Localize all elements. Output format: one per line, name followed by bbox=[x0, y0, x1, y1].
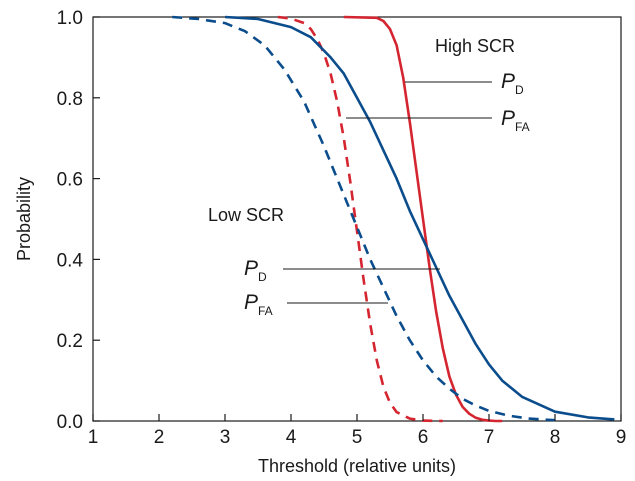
x-tick-label: 9 bbox=[616, 427, 627, 448]
high-scr-label: High SCR bbox=[435, 36, 515, 56]
x-tick-label: 7 bbox=[484, 427, 495, 448]
plot-frame bbox=[92, 16, 622, 422]
x-tick-label: 3 bbox=[220, 427, 231, 448]
y-tick-label: 0.4 bbox=[57, 250, 84, 271]
axes-layer: 1 2 3 4 5 6 7 8 9 0.0 0.2 0.4 0.6 0.8 1.0 bbox=[57, 8, 627, 448]
label-high-pfa-subscript: FA bbox=[515, 120, 530, 134]
series-layer bbox=[172, 15, 615, 423]
x-tick-label: 2 bbox=[154, 427, 165, 448]
x-tick-label: 5 bbox=[352, 427, 363, 448]
label-high-pd-subscript: D bbox=[515, 83, 524, 97]
y-tick-label: 0.8 bbox=[57, 89, 83, 110]
annotation-layer: P DP FAP DP FA bbox=[244, 70, 530, 318]
y-axis-title: Probability bbox=[14, 177, 34, 261]
label-high-pd-symbol: P bbox=[501, 70, 515, 93]
x-tick-label: 4 bbox=[286, 427, 297, 448]
series-line-low-pd bbox=[224, 15, 615, 421]
y-tick-label: 1.0 bbox=[57, 8, 83, 29]
x-tick-label: 8 bbox=[550, 427, 561, 448]
series-line-low-pfa bbox=[172, 15, 556, 422]
label-high-pfa-symbol: P bbox=[501, 107, 515, 130]
label-low-pd-symbol: P bbox=[244, 257, 258, 280]
series-line-high-pd bbox=[343, 15, 503, 423]
x-tick-label: 1 bbox=[88, 427, 99, 448]
y-tick-label: 0.6 bbox=[57, 170, 83, 191]
series-line-high-pfa bbox=[277, 15, 443, 423]
label-low-pfa-subscript: FA bbox=[258, 304, 273, 318]
plot-area bbox=[92, 16, 622, 422]
x-tick-label: 6 bbox=[418, 427, 429, 448]
y-tick-label: 0.0 bbox=[57, 412, 83, 433]
label-low-pfa-symbol: P bbox=[244, 291, 258, 314]
x-axis-title: Threshold (relative units) bbox=[258, 456, 456, 476]
label-low-pd-subscript: D bbox=[258, 270, 267, 284]
y-tick-label: 0.2 bbox=[57, 331, 83, 352]
low-scr-label: Low SCR bbox=[208, 205, 284, 225]
